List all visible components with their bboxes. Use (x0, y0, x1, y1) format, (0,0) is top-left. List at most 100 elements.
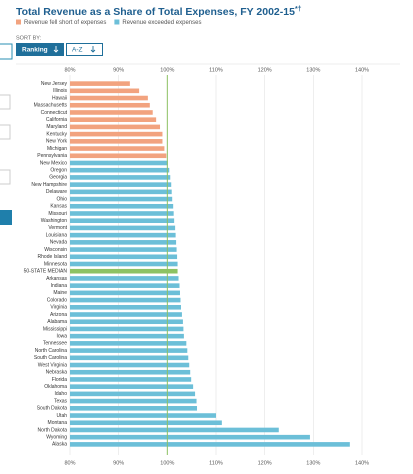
bar (70, 232, 176, 238)
y-tick-label: West Virginia (38, 362, 67, 368)
y-tick-label: New York (46, 139, 68, 145)
y-tick-label: Illinois (53, 88, 67, 94)
bar (70, 189, 172, 195)
x-tick-label: 110% (209, 67, 223, 73)
bar (70, 146, 165, 151)
y-tick-label: Arkansas (46, 276, 67, 282)
y-tick-label: Idaho (54, 391, 67, 397)
bar (70, 297, 181, 303)
nav-box (0, 124, 11, 140)
x-tick-label: 80% (64, 460, 75, 466)
bar (70, 268, 178, 274)
bar (70, 167, 170, 173)
bar (70, 102, 150, 108)
bar (70, 240, 177, 245)
arrow-icon (90, 46, 96, 53)
bar (70, 333, 184, 339)
y-tick-label: Connecticut (41, 110, 68, 116)
button-bg (16, 43, 64, 56)
bar (70, 203, 174, 209)
y-tick-label: New Mexico (40, 160, 67, 166)
bar (70, 355, 189, 361)
y-tick-label: Alaska (52, 442, 67, 448)
y-tick-label: Arizona (50, 312, 67, 318)
bar (70, 384, 194, 389)
bar (70, 420, 222, 426)
y-tick-label: Iowa (56, 333, 67, 339)
bar (70, 117, 157, 122)
bar (70, 196, 173, 202)
legend-swatch (114, 19, 120, 25)
sort-az[interactable]: A-Z (66, 43, 103, 56)
button-bg (66, 43, 103, 56)
y-tick-label: South Carolina (34, 355, 67, 361)
bar (70, 261, 178, 267)
y-tick-label: Minnesota (44, 261, 67, 267)
bar (70, 348, 188, 353)
bar (70, 225, 176, 231)
y-tick-label: Oklahoma (44, 384, 67, 390)
x-tick-label: 130% (306, 67, 320, 73)
y-tick-label: Louisiana (46, 232, 68, 238)
y-tick-label: California (46, 117, 67, 123)
bar (70, 434, 310, 440)
bar (70, 341, 187, 346)
y-tick-label: Wisconsin (44, 247, 67, 253)
y-tick-label: Missouri (48, 211, 67, 217)
bar (70, 95, 148, 101)
y-tick-label: Washington (41, 218, 67, 224)
y-tick-label: Maryland (46, 124, 67, 130)
bar (70, 326, 184, 332)
x-tick-label: 120% (258, 460, 272, 466)
bar (70, 211, 174, 216)
sort-label: SORT BY: (16, 35, 42, 41)
y-tick-label: Indiana (51, 283, 68, 289)
x-tick-label: 120% (258, 67, 272, 73)
bar (70, 290, 180, 296)
bar (70, 124, 161, 130)
button-label: A-Z (72, 47, 83, 54)
y-tick-label: Kentucky (46, 131, 67, 137)
nav-box (0, 94, 11, 110)
y-tick-label: Virginia (50, 305, 67, 311)
y-tick-label: Oregon (50, 168, 67, 174)
legend-swatch (16, 19, 21, 25)
title-text: Total Revenue as a Share of Total Expens… (16, 6, 295, 18)
x-tick-label: 80% (64, 67, 75, 73)
bar (70, 254, 178, 260)
y-tick-label: Georgia (49, 175, 67, 181)
bar (70, 276, 179, 281)
y-tick-label: Tennessee (43, 341, 67, 347)
y-tick-label: Massachusetts (34, 103, 68, 109)
nav-box (0, 169, 11, 185)
bar (70, 153, 167, 159)
y-tick-label: Delaware (46, 189, 67, 195)
y-tick-label: New Jersey (41, 81, 68, 87)
y-tick-label: North Carolina (35, 348, 67, 354)
y-tick-label: New Hampshire (31, 182, 67, 188)
bar (70, 377, 192, 382)
y-tick-label: Texas (54, 398, 68, 404)
bar (70, 413, 216, 418)
x-tick-label: 90% (113, 460, 124, 466)
chart-title: Total Revenue as a Share of Total Expens… (16, 6, 302, 18)
bar (70, 247, 177, 252)
y-tick-label: Rhode Island (38, 254, 68, 260)
y-tick-label: Kansas (50, 204, 67, 210)
bar (70, 398, 197, 404)
y-tick-label: Nevada (50, 240, 67, 246)
bar (70, 131, 163, 137)
side-nav (0, 43, 13, 225)
bar (70, 406, 198, 411)
bar (70, 110, 153, 115)
sort-ranking[interactable]: Ranking (16, 43, 64, 56)
bar (70, 304, 181, 310)
x-tick-label: 90% (113, 67, 124, 73)
x-tick-label: 110% (209, 460, 223, 466)
x-tick-label: 140% (355, 460, 369, 466)
bar (70, 427, 279, 433)
bar (70, 175, 171, 180)
y-tick-label: Alabama (47, 319, 67, 325)
x-tick-label: 100% (160, 460, 174, 466)
legend-label: Revenue exceeded expenses (122, 20, 201, 26)
